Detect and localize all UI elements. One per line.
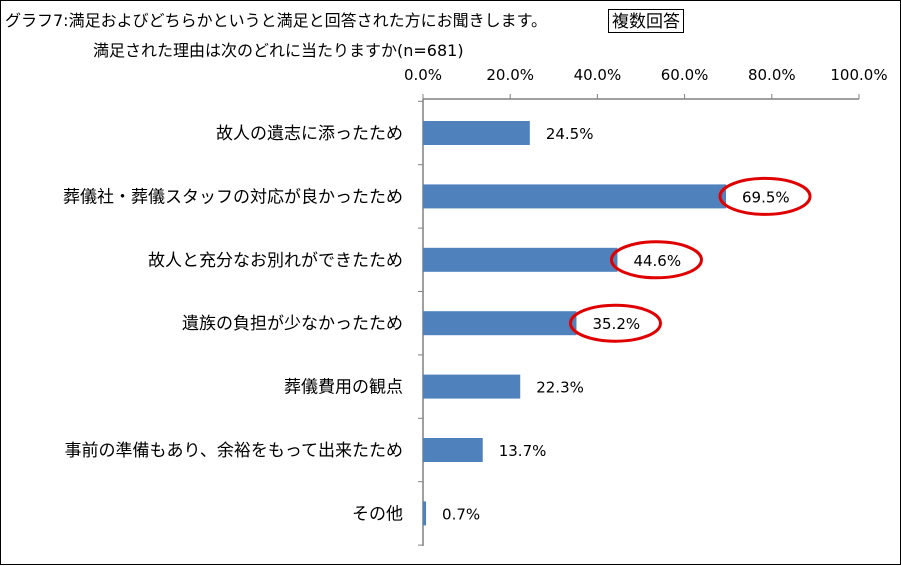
bar bbox=[423, 184, 727, 209]
category-label: 遺族の負担が少なかったため bbox=[182, 314, 403, 334]
bar bbox=[423, 247, 618, 272]
data-label: 24.5% bbox=[546, 125, 594, 143]
bar bbox=[423, 374, 521, 399]
data-label: 44.6% bbox=[633, 252, 681, 270]
highlight-ring bbox=[609, 240, 703, 280]
category-label: 葬儀費用の観点 bbox=[284, 378, 403, 398]
category-label: 故人の遺志に添ったため bbox=[216, 124, 403, 144]
highlight-ring bbox=[718, 176, 812, 216]
multiple-answer-badge: 複数回答 bbox=[608, 9, 684, 33]
bar bbox=[423, 311, 577, 336]
highlight-ring bbox=[568, 303, 662, 343]
category-label: 故人と充分なお別れができたため bbox=[148, 251, 403, 271]
chart-title-line2: 満足された理由は次のどれに当たりますか(n=681) bbox=[93, 41, 464, 60]
x-tick-label: 0.0% bbox=[404, 66, 442, 84]
category-label: 事前の準備もあり、余裕をもって出来たため bbox=[65, 441, 403, 461]
data-label: 0.7% bbox=[442, 505, 480, 523]
highlight-rings bbox=[568, 176, 812, 343]
value-labels: 24.5% 69.5% 44.6% 35.2% 22.3% 13.7% 0.7% bbox=[442, 125, 790, 523]
bar bbox=[423, 438, 483, 462]
x-tick-label: 20.0% bbox=[486, 66, 534, 84]
bar bbox=[423, 121, 530, 145]
x-tick-label: 80.0% bbox=[748, 66, 796, 84]
data-label: 69.5% bbox=[742, 188, 790, 206]
category-label: その他 bbox=[352, 504, 403, 524]
category-label: 葬儀社・葬儀スタッフの対応が良かったため bbox=[63, 187, 403, 207]
x-axis-ticks: 0.0% 20.0% 40.0% 60.0% 80.0% 100.0% bbox=[404, 66, 888, 99]
category-labels: 故人の遺志に添ったため葬儀社・葬儀スタッフの対応が良かったため故人と充分なお別れ… bbox=[63, 124, 403, 524]
x-tick-label: 100.0% bbox=[830, 66, 887, 84]
bars bbox=[423, 121, 727, 526]
data-label: 22.3% bbox=[536, 379, 584, 397]
chart-title-line1: グラフ7:満足およびどちらかというと満足と回答された方にお聞きします。 bbox=[5, 11, 547, 30]
x-tick-label: 40.0% bbox=[574, 66, 622, 84]
data-label: 13.7% bbox=[499, 442, 547, 460]
data-label: 35.2% bbox=[592, 315, 640, 333]
x-tick-label: 60.0% bbox=[661, 66, 709, 84]
bar bbox=[423, 501, 427, 526]
